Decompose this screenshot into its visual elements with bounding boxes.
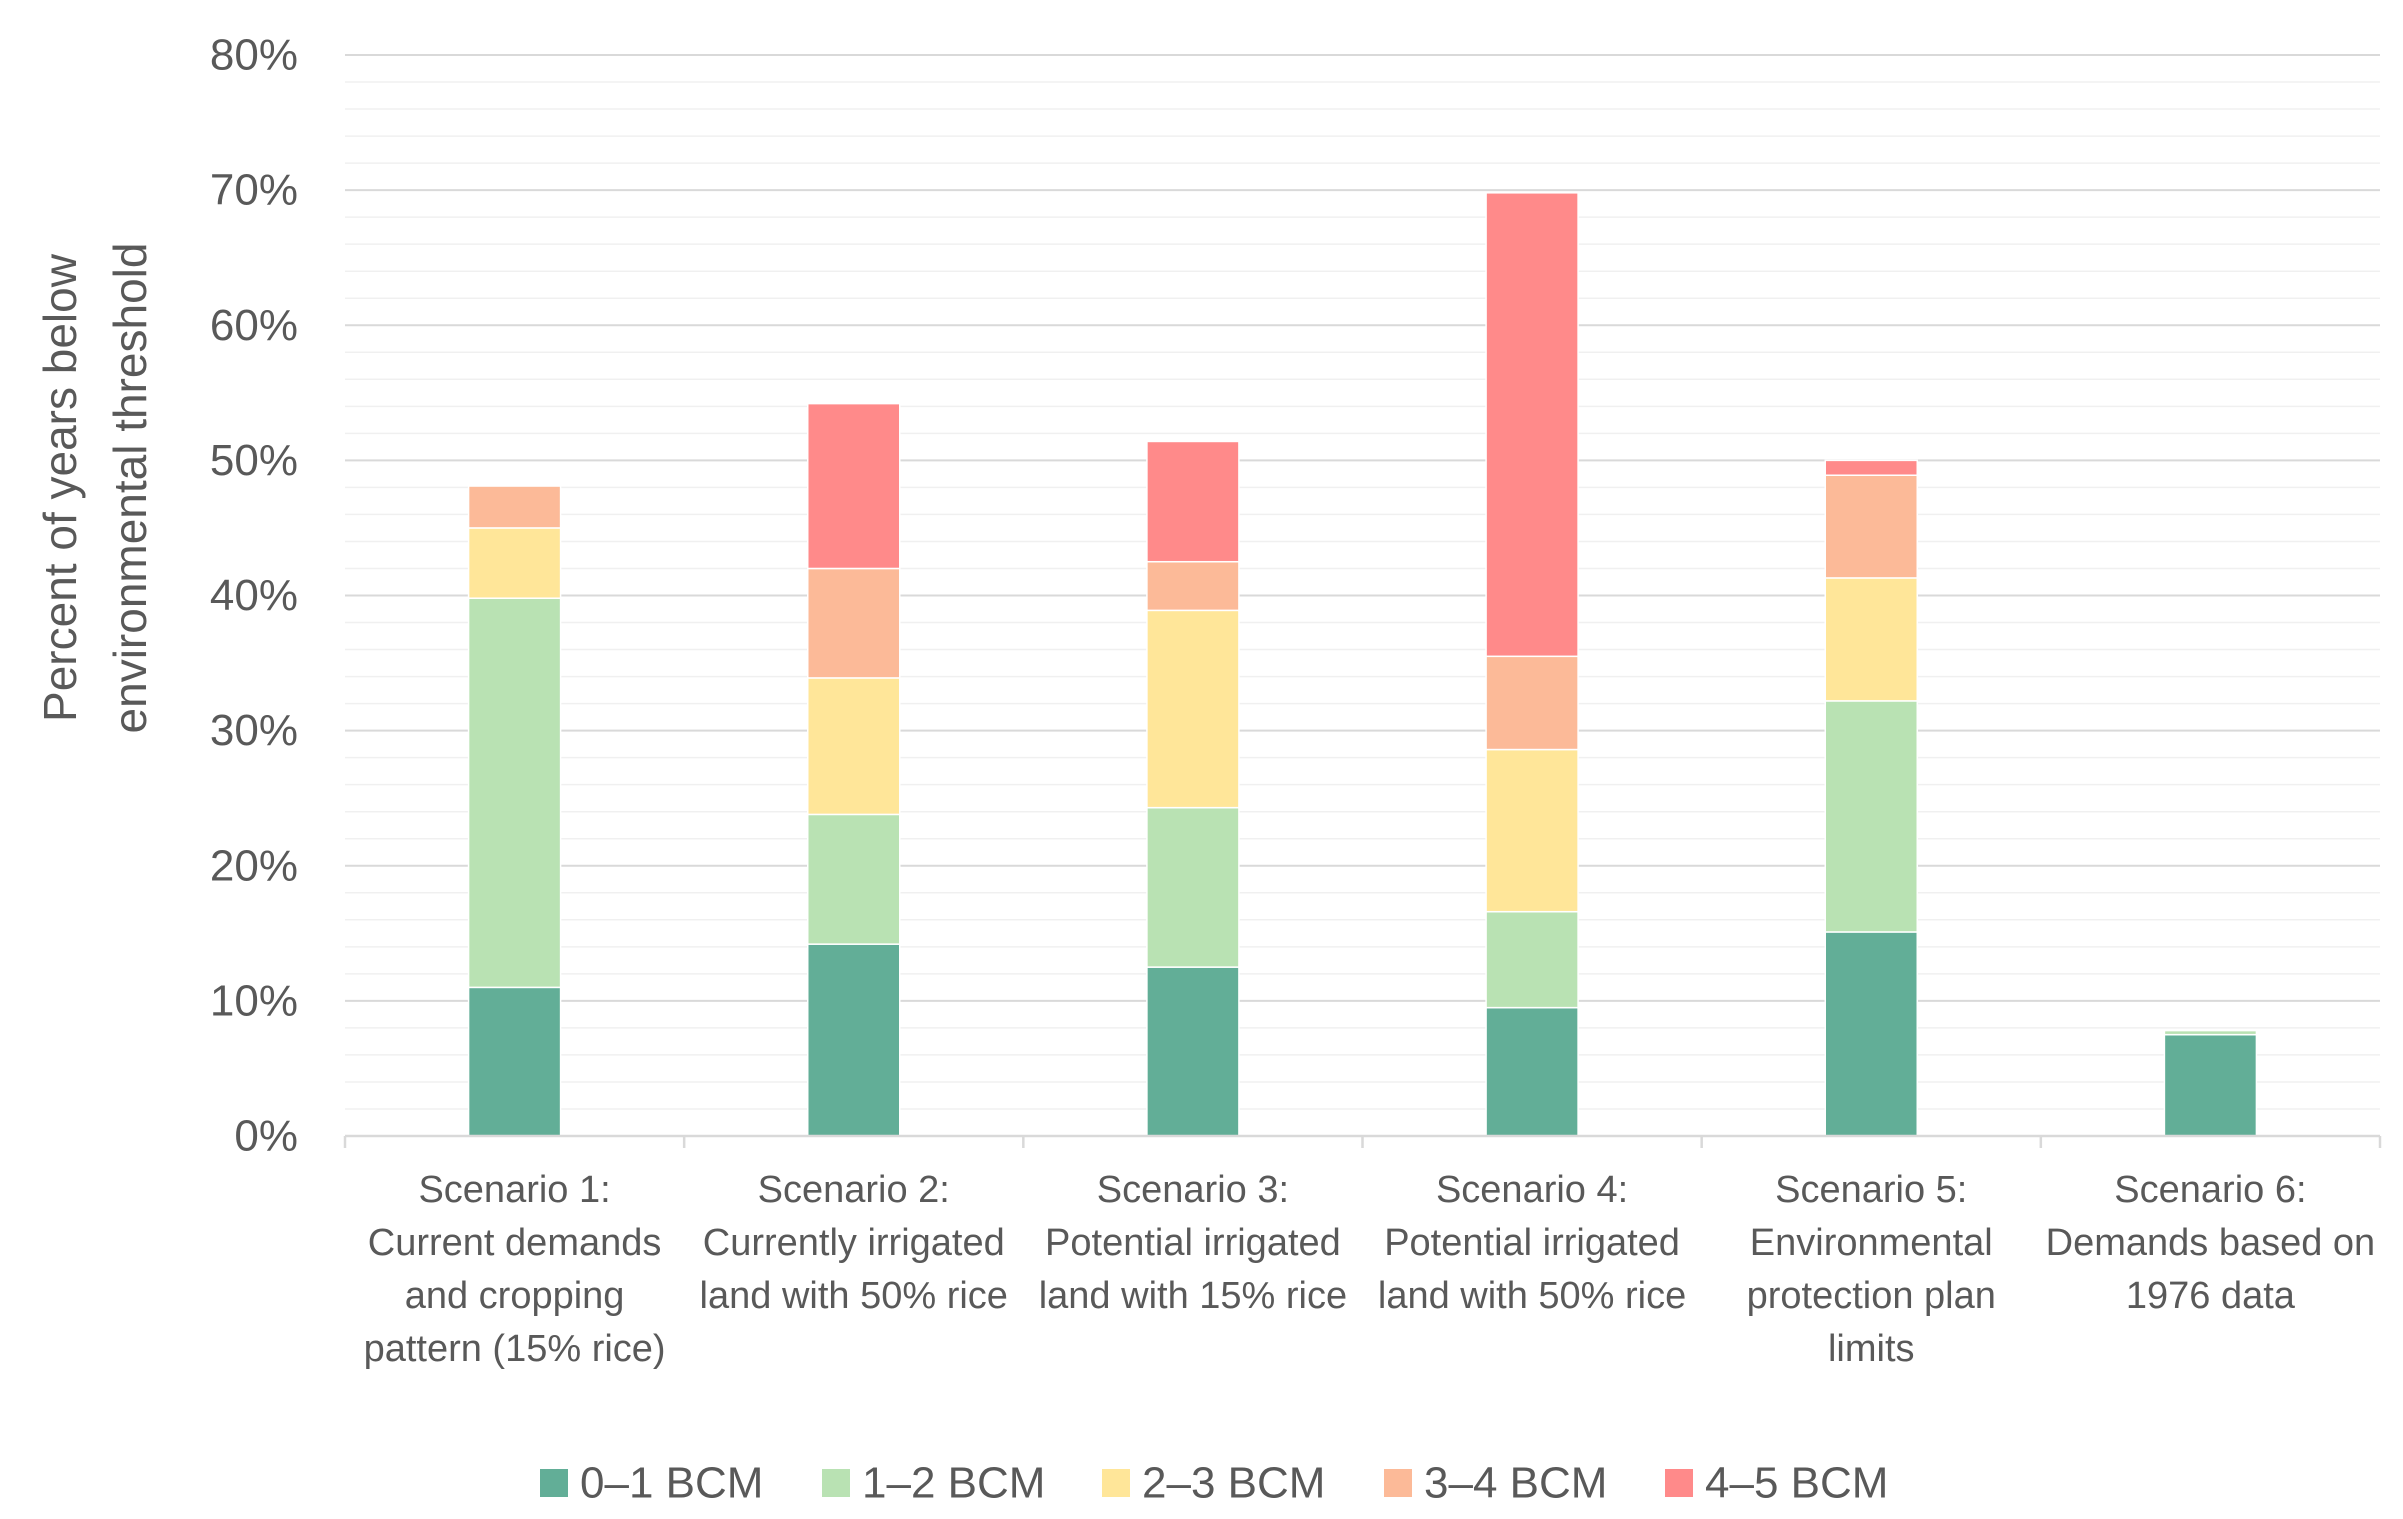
y-tick-label: 50% — [210, 436, 298, 485]
bar-segment-3-series-4 — [1146, 560, 1240, 612]
bar-segment-4-series-1 — [1485, 1006, 1579, 1137]
x-category-label: Scenario 4: — [1436, 1169, 1628, 1211]
x-category-label: land with 15% rice — [1039, 1275, 1347, 1317]
legend-label: 4–5 BCM — [1705, 1459, 1888, 1508]
x-category-label: Scenario 3: — [1097, 1169, 1289, 1211]
bar-segment-1-series-1 — [467, 986, 562, 1137]
bar-segment-2-series-1 — [807, 943, 901, 1137]
bar-segment-4-series-3 — [1485, 748, 1579, 913]
x-category-label: Scenario 6: — [2114, 1169, 2306, 1211]
bar-segment-2-series-2 — [807, 813, 901, 945]
major-gridlines — [345, 54, 2380, 1002]
legend-label: 3–4 BCM — [1424, 1459, 1607, 1508]
x-category-label: land with 50% rice — [700, 1275, 1008, 1317]
legend-swatch — [1384, 1469, 1412, 1497]
x-category-label: Environmental — [1750, 1222, 1993, 1264]
bar-segment-5-series-3 — [1824, 577, 1918, 702]
x-category-label: land with 50% rice — [1378, 1275, 1686, 1317]
bar-segment-6-series-2 — [2163, 1029, 2258, 1036]
bar-segment-1-series-2 — [467, 597, 562, 989]
y-tick-label: 0% — [234, 1112, 298, 1161]
legend-swatch — [822, 1469, 850, 1497]
x-category-label: Current demands — [368, 1222, 662, 1264]
y-tick-label: 30% — [210, 706, 298, 755]
bar-segment-4-series-5 — [1485, 192, 1579, 658]
bar-segment-5-series-4 — [1824, 474, 1918, 579]
y-tick-label: 40% — [210, 571, 298, 620]
bar-segment-1-series-4 — [467, 485, 562, 529]
x-category-label: Demands based on — [2046, 1222, 2376, 1264]
bar-segment-6-series-1 — [2163, 1033, 2258, 1137]
y-tick-label: 60% — [210, 301, 298, 350]
bar-segment-3-series-1 — [1146, 966, 1240, 1137]
x-category-label: 1976 data — [2126, 1275, 2296, 1317]
bar-segment-3-series-5 — [1146, 440, 1240, 563]
y-axis-tick-labels: 0% 10% 20% 30% 40% 50% 60% 70% 80% — [210, 31, 298, 1161]
y-tick-label: 80% — [210, 31, 298, 80]
x-category-label: Scenario 5: — [1775, 1169, 1967, 1211]
x-category-label: Currently irrigated — [703, 1222, 1005, 1264]
bar-segment-2-series-4 — [807, 567, 901, 679]
minor-gridlines — [345, 81, 2380, 1110]
x-category-label: pattern (15% rice) — [364, 1328, 666, 1370]
bar-segment-5-series-2 — [1824, 700, 1918, 933]
x-category-label: limits — [1828, 1328, 1915, 1370]
bar-segment-4-series-4 — [1485, 655, 1579, 751]
legend: 0–1 BCM 1–2 BCM 2–3 BCM 3–4 BCM 4–5 BCM — [540, 1459, 1888, 1508]
legend-label: 1–2 BCM — [862, 1459, 1045, 1508]
bar-segment-1-series-3 — [467, 527, 562, 599]
x-category-label: protection plan — [1747, 1275, 1996, 1317]
x-category-label: Scenario 1: — [418, 1169, 610, 1211]
bar-segment-3-series-3 — [1146, 609, 1240, 809]
y-tick-label: 20% — [210, 841, 298, 890]
bar-segment-3-series-2 — [1146, 806, 1240, 968]
y-tick-label: 10% — [210, 976, 298, 1025]
bar-segment-5-series-5 — [1824, 459, 1918, 476]
legend-swatch — [1665, 1469, 1693, 1497]
legend-swatch — [1102, 1469, 1130, 1497]
bar-segment-4-series-2 — [1485, 910, 1579, 1009]
x-category-label: Scenario 2: — [758, 1169, 950, 1211]
legend-swatch — [540, 1469, 568, 1497]
x-category-label: Potential irrigated — [1045, 1222, 1341, 1264]
bar-segment-5-series-1 — [1824, 931, 1918, 1137]
x-category-label: and cropping — [405, 1275, 625, 1317]
y-axis-title-line: Percent of years below — [34, 253, 86, 722]
y-axis-title: Percent of years below environmental thre… — [34, 243, 156, 734]
y-axis-title-line: environmental threshold — [104, 243, 156, 734]
bar-segment-2-series-5 — [807, 402, 901, 570]
x-axis-category-labels: Scenario 1: Current demands and cropping pa… — [364, 1169, 2376, 1370]
y-tick-label: 70% — [210, 166, 298, 215]
legend-label: 0–1 BCM — [580, 1459, 763, 1508]
legend-label: 2–3 BCM — [1142, 1459, 1325, 1508]
x-category-label: Potential irrigated — [1384, 1222, 1680, 1264]
x-axis — [343, 1134, 2382, 1148]
bar-segment-2-series-3 — [807, 677, 901, 816]
bar-series — [467, 192, 2258, 1137]
